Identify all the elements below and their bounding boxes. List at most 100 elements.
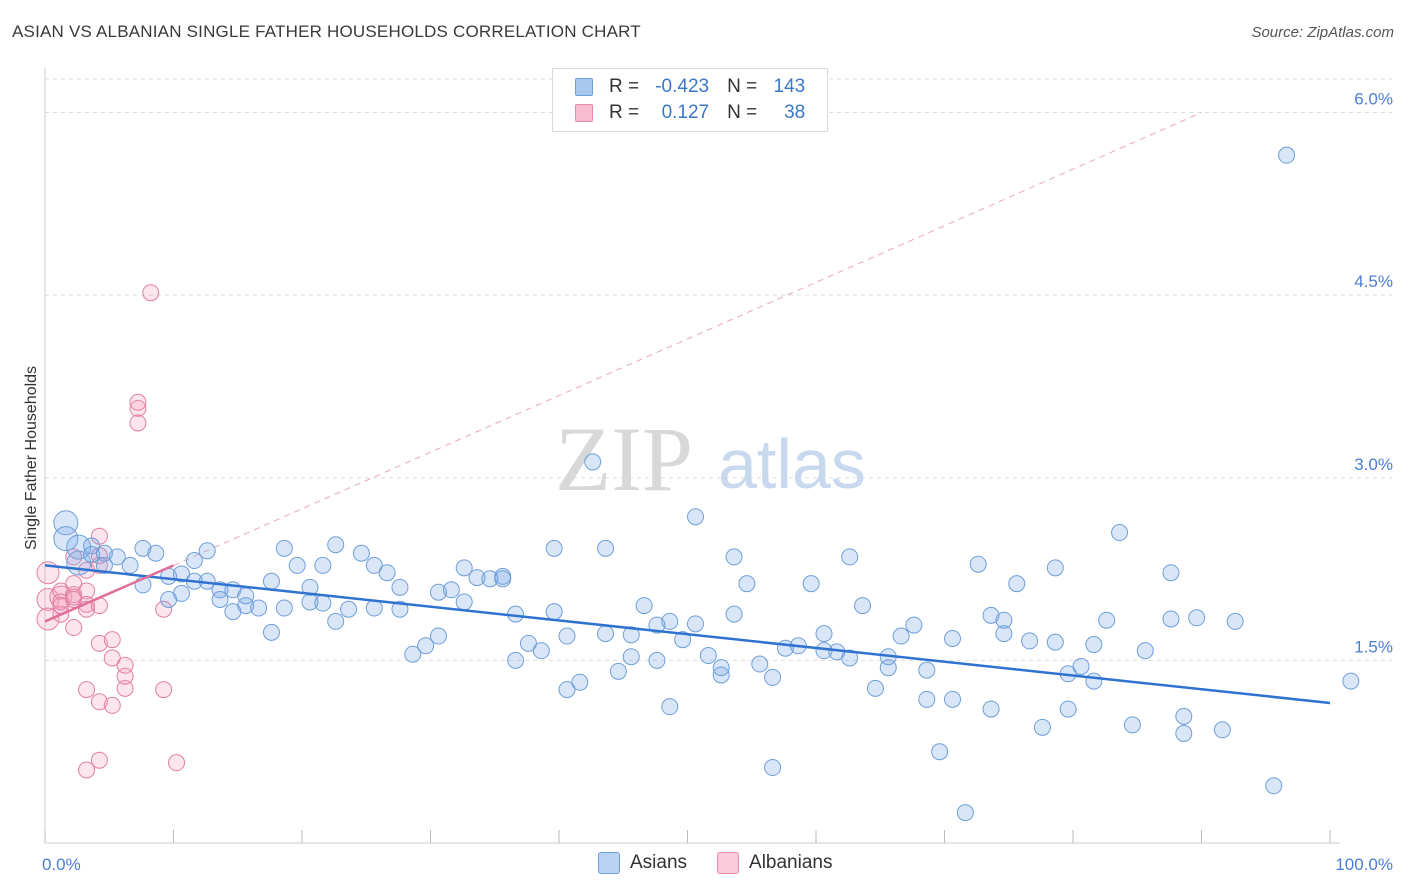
asian-point	[764, 668, 782, 686]
chart-title: ASIAN VS ALBANIAN SINGLE FATHER HOUSEHOL…	[12, 22, 641, 41]
bottom-legend-asians: Asians	[598, 852, 687, 874]
albanian-point	[116, 656, 134, 674]
albanian-point	[90, 751, 108, 769]
asian-point	[571, 673, 589, 691]
asian-point	[802, 575, 820, 593]
asian-point	[969, 555, 987, 573]
asian-point	[198, 542, 216, 560]
albanian-point	[65, 619, 83, 637]
asian-point	[262, 623, 280, 641]
asian-point	[597, 625, 615, 643]
asian-point	[815, 625, 833, 643]
asian-point	[262, 572, 280, 590]
asian-point	[455, 593, 473, 611]
asian-point	[1111, 524, 1129, 542]
asian-point	[1033, 718, 1051, 736]
asian-point	[352, 544, 370, 562]
asian-point	[83, 545, 101, 563]
y-tick-label: 3.0%	[1354, 455, 1393, 474]
asian-point	[391, 600, 409, 618]
asian-point	[751, 655, 769, 673]
asian-point	[1188, 609, 1206, 627]
asian-point	[430, 627, 447, 645]
bottom-legend-albanians: Albanians	[717, 852, 832, 874]
albanian-point	[52, 593, 70, 611]
asian-point	[674, 631, 692, 649]
asian-point	[648, 616, 666, 634]
asian-point	[841, 548, 859, 566]
albanian-series	[36, 284, 185, 779]
asian-point	[956, 804, 974, 822]
asian-point	[1008, 575, 1026, 593]
asian-point	[468, 569, 486, 587]
asian-point	[635, 597, 653, 615]
asian-point	[854, 597, 872, 615]
asian-series	[53, 146, 1360, 822]
asian-point	[1278, 146, 1296, 164]
bottom-legend: Asians Albanians	[598, 852, 862, 874]
asian-point	[584, 453, 602, 471]
legend-n-value: 38	[784, 102, 806, 123]
asian-point	[558, 681, 576, 699]
legend: R = -0.423 N = 143 R = 0.127 N = 38	[552, 68, 828, 132]
asian-point	[648, 651, 666, 669]
albanian-point	[116, 679, 134, 697]
asian-point	[1021, 632, 1039, 650]
x-tick-label: 0.0%	[42, 855, 81, 874]
asian-point	[764, 759, 782, 777]
albanians-legend-swatch	[717, 852, 740, 874]
asian-point	[982, 606, 1000, 624]
asian-point	[545, 539, 563, 557]
asian-point	[95, 544, 113, 562]
watermark-atlas: atlas	[718, 425, 866, 503]
asian-point	[558, 627, 576, 645]
asian-point	[622, 626, 640, 644]
asian-point	[430, 583, 447, 601]
grid	[45, 78, 1392, 661]
y-tick-label: 6.0%	[1354, 90, 1393, 109]
legend-r-value: 0.127	[661, 102, 710, 123]
asians-legend-swatch	[598, 852, 620, 874]
asian-point	[712, 666, 730, 684]
albanian-point	[90, 634, 108, 652]
albanian-point	[155, 681, 173, 699]
asian-point	[53, 526, 79, 552]
asian-point	[1059, 700, 1077, 718]
albanian-point	[90, 693, 108, 711]
y-axis-title-group: Single Father Households	[23, 366, 40, 550]
asian-point	[1162, 564, 1180, 582]
legend-n-label: N =	[727, 102, 758, 123]
asian-point	[250, 599, 268, 617]
asian-point	[275, 539, 293, 557]
asian-point	[1098, 611, 1116, 629]
asian-point	[314, 556, 332, 574]
watermark: ZIP atlas	[555, 408, 866, 510]
legend-r-label: R =	[609, 102, 640, 123]
asian-point	[905, 616, 923, 634]
albanian-point	[103, 649, 121, 667]
asian-point	[365, 556, 383, 574]
asian-point	[519, 634, 537, 652]
asian-point	[275, 599, 293, 617]
asian-point	[725, 548, 743, 566]
albanian-point	[78, 681, 96, 699]
albanian-point	[155, 600, 173, 618]
legend-row-asians: R = -0.423 N = 143	[553, 74, 805, 100]
asians-legend-label: Asians	[630, 852, 688, 873]
asian-point	[532, 642, 550, 660]
albanian-point	[65, 548, 83, 566]
asian-point	[121, 556, 139, 574]
albanian-point	[168, 754, 185, 772]
asian-point	[1085, 672, 1103, 690]
asian-point	[661, 612, 679, 630]
asian-point	[738, 575, 756, 593]
axes	[44, 68, 1340, 844]
asian-point	[597, 539, 615, 557]
asian-point	[841, 649, 859, 667]
asian-point	[1136, 642, 1154, 660]
albanian-point	[129, 393, 147, 411]
asian-point	[609, 662, 627, 680]
reference-line	[173, 112, 1202, 566]
asian-point	[699, 647, 717, 665]
